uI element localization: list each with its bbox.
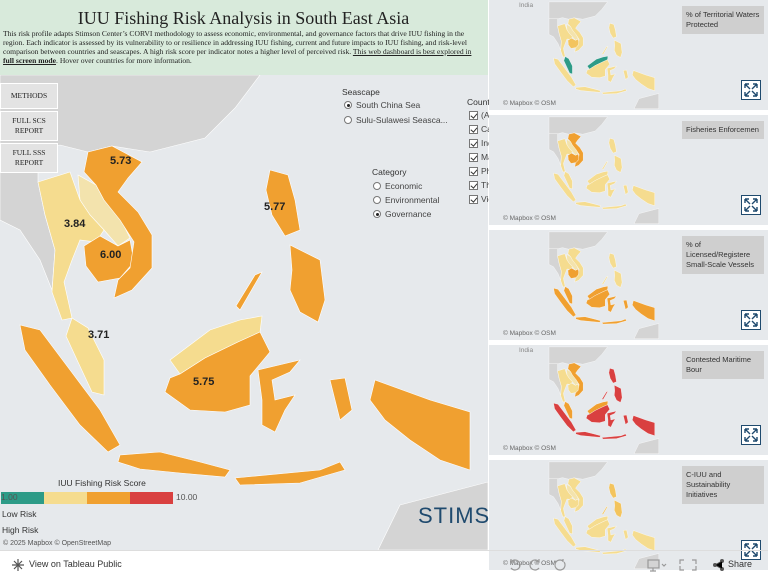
legend-title: IUU Fishing Risk Score: [58, 478, 146, 488]
main-map: [0, 75, 488, 550]
radio-option[interactable]: Sulu-Sulawesi Seasca...: [344, 113, 448, 127]
footer-link[interactable]: View on Tableau Public: [29, 559, 122, 569]
title: IUU Fishing Risk Analysis in South East …: [77, 8, 410, 28]
expand-icon[interactable]: [741, 80, 761, 100]
expand-icon[interactable]: [741, 425, 761, 445]
radio-label[interactable]: Sulu-Sulawesi Seasca...: [356, 115, 448, 125]
radio-option[interactable]: Environmental: [373, 193, 439, 207]
nav-button[interactable]: FULL SCS REPORT: [0, 111, 58, 141]
radio-option[interactable]: South China Sea: [344, 98, 420, 112]
checkbox[interactable]: [469, 194, 478, 204]
radio[interactable]: [344, 116, 352, 124]
score-label: 3.71: [88, 329, 110, 341]
indicator-panel: Contested Maritime Bour © Mapbox © OSM Ind…: [489, 342, 768, 455]
checkbox[interactable]: [469, 152, 478, 162]
radio-label[interactable]: Economic: [385, 181, 423, 191]
description: This risk profile adapts Stimson Center’…: [3, 29, 484, 65]
radio-option[interactable]: Governance: [373, 207, 431, 221]
radio-label[interactable]: Governance: [385, 209, 432, 219]
indicator-panel: Fisheries Enforcemen © Mapbox © OSM: [489, 112, 768, 225]
attribution: © 2025 Mapbox © OpenStreetMap: [3, 540, 111, 547]
expand-button[interactable]: [741, 310, 761, 330]
footer: View on Tableau Public Share: [0, 550, 768, 577]
toolbar-icons: [510, 559, 697, 572]
legend-swatch: [130, 492, 173, 504]
panel-title: % of Licensed/Registere Small-Scale Vess…: [682, 236, 764, 274]
indicator-panel: C-IUU and Sustainability Initiatives © Ma…: [489, 457, 768, 570]
expand-button[interactable]: [741, 425, 761, 445]
score-label: 3.84: [64, 218, 86, 230]
filter-title: Category: [372, 167, 407, 177]
radio-option[interactable]: Economic: [373, 179, 422, 193]
nav-button[interactable]: FULL SSS REPORT: [0, 143, 58, 173]
radio-label[interactable]: Environmental: [385, 195, 440, 205]
description-tail: . Hover over countries for more informat…: [56, 56, 192, 65]
radio[interactable]: [344, 101, 352, 109]
score-label: 5.77: [264, 201, 286, 213]
panel-attribution: © Mapbox © OSM: [503, 215, 556, 222]
legend-swatch: [1, 492, 44, 504]
radio-label[interactable]: South China Sea: [356, 100, 421, 110]
score-label: 5.75: [193, 376, 215, 388]
legend-swatch: [44, 492, 87, 504]
panel-title: % of Territorial Waters Protected: [682, 6, 764, 34]
tableau-icon: [12, 559, 24, 571]
legend-swatch: [87, 492, 130, 504]
description-link[interactable]: This web dashboard is best explored in: [352, 47, 472, 56]
panel-title: Fisheries Enforcemen: [682, 121, 764, 139]
checkbox-option[interactable]: (All): [469, 108, 496, 122]
panel-attribution: © Mapbox © OSM: [503, 445, 556, 452]
panel-title: Contested Maritime Bour: [682, 351, 764, 379]
score-label: 5.73: [110, 155, 132, 167]
radio[interactable]: [373, 196, 381, 204]
score-label: 6.00: [100, 249, 122, 261]
radio[interactable]: [373, 210, 381, 218]
nav-button[interactable]: METHODS: [0, 83, 58, 109]
share[interactable]: Share: [728, 559, 753, 569]
checkbox[interactable]: [469, 166, 478, 176]
legend-max: 10.00: [176, 492, 198, 502]
panel-title: C-IUU and Sustainability Initiatives: [682, 466, 764, 504]
checkbox[interactable]: [469, 110, 478, 120]
legend-min: 1.00: [1, 492, 18, 502]
checkbox[interactable]: [469, 180, 478, 190]
expand-icon[interactable]: [741, 310, 761, 330]
description-bold: full screen mode: [3, 56, 57, 65]
region-label: India: [519, 2, 534, 9]
share-icon: [713, 559, 724, 571]
expand-button[interactable]: [741, 80, 761, 100]
panel-attribution: © Mapbox © OSM: [503, 330, 556, 337]
panel-attribution: © Mapbox © OSM: [503, 100, 556, 107]
panel-attribution: © Mapbox © OSM: [503, 560, 556, 567]
legend-low: Low Risk: [2, 509, 37, 519]
radio[interactable]: [373, 182, 381, 190]
filter-title: Country: [467, 97, 497, 107]
checkbox-label[interactable]: (All): [481, 110, 496, 120]
description-text: This risk profile adapts Stimson Center’…: [3, 29, 467, 56]
checkbox[interactable]: [469, 138, 478, 148]
region-label: India: [519, 347, 534, 354]
indicator-panel: % of Territorial Waters Protected © Mapbo…: [489, 0, 768, 110]
legend-high: High Risk: [2, 525, 39, 535]
header: IUU Fishing Risk Analysis in South East …: [0, 0, 488, 75]
expand-button[interactable]: [741, 195, 761, 215]
expand-icon[interactable]: [741, 195, 761, 215]
checkbox[interactable]: [469, 124, 478, 134]
filter-title: Seascape: [342, 87, 380, 97]
indicator-panel: % of Licensed/Registere Small-Scale Vess…: [489, 227, 768, 340]
